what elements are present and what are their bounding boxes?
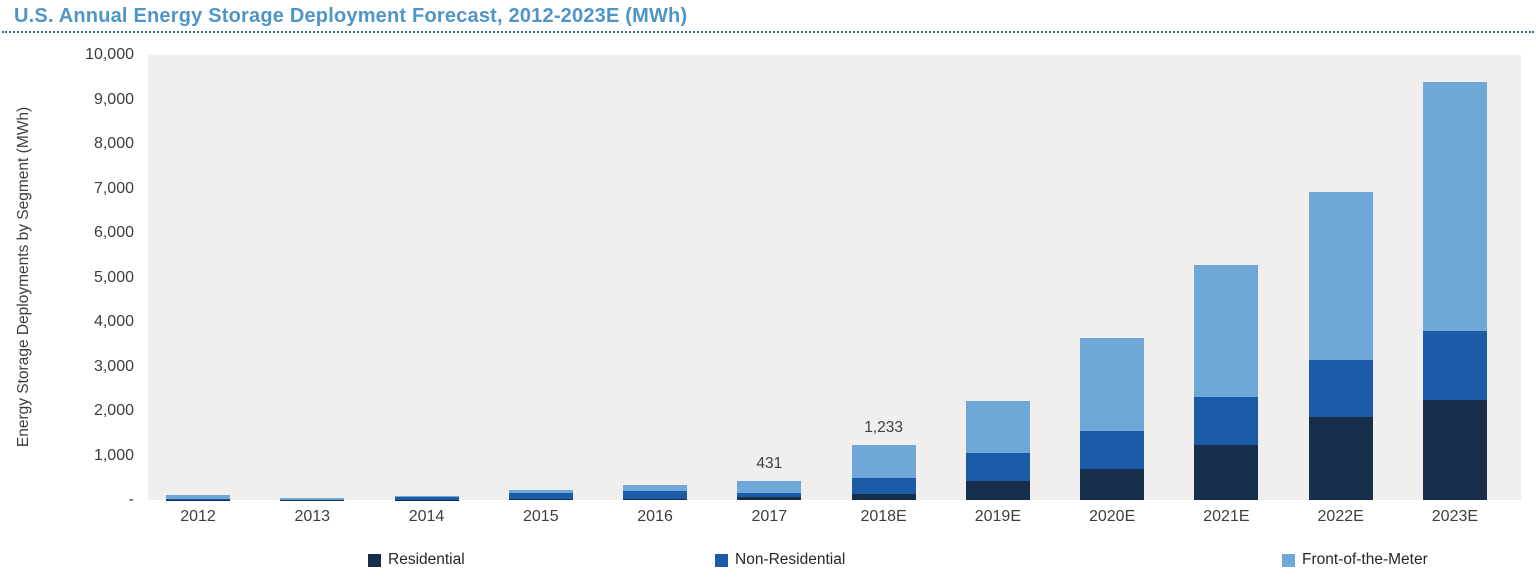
- bar-segment-front_of_the_meter-2021E: [1194, 265, 1259, 397]
- y-tick-6000: 6,000: [93, 224, 134, 241]
- bar-segment-non_residential-2023E: [1422, 330, 1487, 400]
- bar-segment-residential-2021E: [1194, 445, 1259, 500]
- y-tick-9000: 9,000: [93, 90, 134, 108]
- bar-segment-front_of_the_meter-2017: [737, 480, 802, 493]
- x-tick-2012: 2012: [180, 508, 216, 525]
- bar-segment-front_of_the_meter-2012: [166, 494, 230, 499]
- bar-segment-residential-2015: [508, 499, 573, 500]
- bar-segment-front_of_the_meter-2022E: [1308, 192, 1373, 360]
- bar-2020E: [1080, 55, 1145, 500]
- x-tick-2023E: 2023E: [1431, 508, 1479, 525]
- y-tick-4000: 4,000: [93, 313, 134, 330]
- x-tick-2015: 2015: [523, 508, 559, 525]
- legend-item-residential: Residential: [368, 551, 465, 569]
- bar-segment-front_of_the_meter-2014: [394, 496, 459, 498]
- bar-segment-non_residential-2018E: [851, 478, 916, 494]
- bar-2022E: [1308, 55, 1373, 500]
- x-tick-2021E: 2021E: [1203, 508, 1250, 525]
- bar-segment-front_of_the_meter-2013: [280, 497, 345, 500]
- bar-segment-front_of_the_meter-2023E: [1422, 81, 1487, 331]
- bar-2021E: [1194, 55, 1259, 500]
- bar-2014: [394, 55, 459, 500]
- x-tick-2020E: 2020E: [1088, 508, 1136, 525]
- bar-2023E: [1422, 55, 1487, 500]
- bar-segment-residential-2017: [737, 496, 802, 500]
- y-tick-0: -: [128, 491, 134, 508]
- bar-2012: [166, 55, 230, 500]
- bar-segment-residential-2016: [623, 498, 688, 500]
- x-tick-2017: 2017: [751, 508, 788, 525]
- x-tick-2018E: 2018E: [860, 508, 907, 525]
- y-axis-title: Energy Storage Deployments by Segment (M…: [15, 106, 32, 448]
- x-axis-tick-labels: 2012 2013 2014 2015 2016 2017 2018E 2019E 2020E 2…: [148, 508, 1521, 526]
- legend-swatch-front_of_the_meter: [1282, 553, 1295, 567]
- y-tick-7000: 7,000: [93, 179, 134, 197]
- bar-segment-non_residential-2020E: [1080, 430, 1145, 470]
- legend-swatch-non_residential: [715, 553, 728, 567]
- y-tick-1000: 1,000: [93, 446, 134, 464]
- x-tick-2022E: 2022E: [1317, 508, 1364, 525]
- bar-2019E: [965, 55, 1030, 500]
- x-tick-2013: 2013: [294, 508, 331, 525]
- bar-segment-non_residential-2021E: [1194, 396, 1259, 446]
- y-tick-8000: 8,000: [93, 135, 134, 152]
- bar-total-label-2017: 431: [756, 454, 783, 472]
- bar-segment-non_residential-2012: [166, 498, 230, 500]
- bar-segment-front_of_the_meter-2018E: [851, 445, 916, 479]
- bar-2016: [623, 55, 688, 500]
- legend-label-residential: Residential: [388, 551, 465, 568]
- title-divider-dotted-line: [2, 31, 1534, 33]
- bar-segment-front_of_the_meter-2020E: [1080, 337, 1145, 431]
- bar-segment-residential-2019E: [965, 481, 1030, 500]
- bar-segment-non_residential-2022E: [1308, 359, 1373, 417]
- bar-2013: [280, 55, 345, 500]
- x-tick-2019E: 2019E: [974, 508, 1021, 525]
- x-tick-2014: 2014: [408, 508, 445, 525]
- legend-swatch-residential: [368, 553, 381, 567]
- bar-segment-residential-2020E: [1080, 469, 1145, 500]
- bar-segment-non_residential-2015: [508, 493, 573, 500]
- y-tick-2000: 2,000: [93, 402, 134, 419]
- legend-label-non_residential: Non-Residential: [735, 551, 846, 568]
- bar-segment-non_residential-2016: [623, 491, 688, 499]
- legend-item-front_of_the_meter: Front-of-the-Meter: [1282, 551, 1428, 569]
- bar-segment-residential-2022E: [1308, 416, 1373, 500]
- plot-area: 431 1,233: [148, 55, 1521, 500]
- x-tick-2016: 2016: [637, 508, 673, 525]
- bar-segment-front_of_the_meter-2015: [508, 489, 573, 494]
- bar-segment-front_of_the_meter-2019E: [965, 400, 1030, 454]
- legend-item-non_residential: Non-Residential: [715, 551, 845, 569]
- chart-title: U.S. Annual Energy Storage Deployment Fo…: [14, 5, 688, 27]
- y-tick-10000: 10,000: [85, 46, 134, 63]
- bar-2015: [508, 55, 573, 500]
- bar-segment-residential-2018E: [851, 493, 916, 500]
- bar-segment-non_residential-2014: [394, 497, 459, 500]
- bars-row: 431 1,233: [148, 55, 1521, 500]
- legend-label-front_of_the_meter: Front-of-the-Meter: [1302, 551, 1428, 568]
- bar-total-label-2018E: 1,233: [864, 419, 903, 437]
- bar-2018E: 1,233: [851, 55, 916, 500]
- y-tick-3000: 3,000: [93, 357, 134, 375]
- bar-segment-residential-2023E: [1422, 399, 1487, 500]
- bar-segment-non_residential-2017: [737, 492, 802, 497]
- y-tick-5000: 5,000: [93, 268, 134, 286]
- bar-segment-non_residential-2019E: [965, 453, 1030, 482]
- bar-segment-front_of_the_meter-2016: [623, 485, 688, 492]
- bar-2017: 431: [737, 55, 802, 500]
